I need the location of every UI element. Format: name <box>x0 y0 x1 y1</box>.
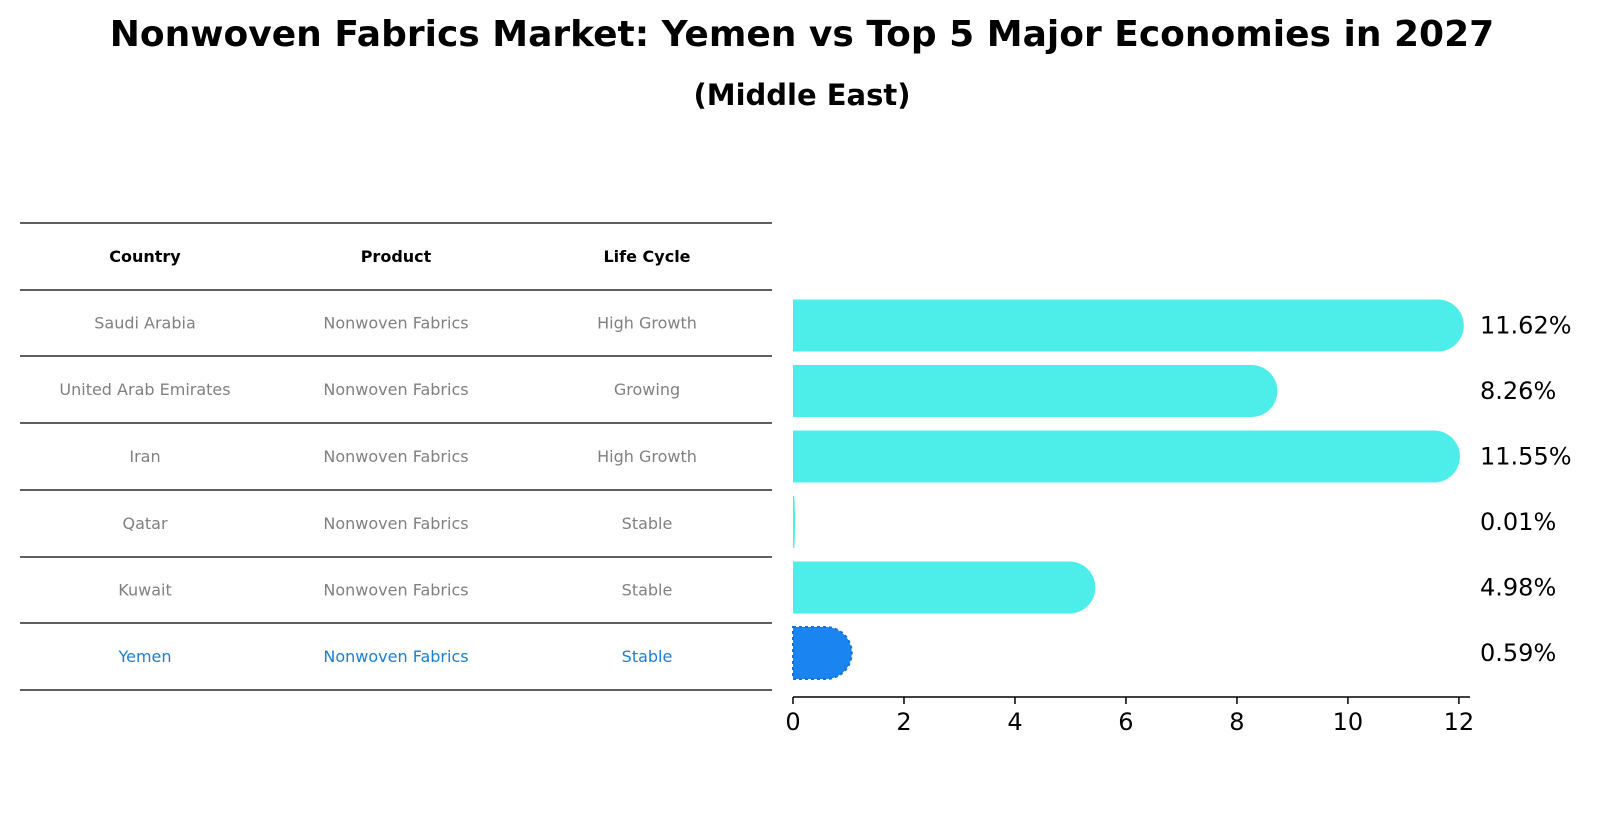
table-cell-r0-c2: High Growth <box>597 314 697 333</box>
bar-value-label-2: 11.55% <box>1480 443 1572 471</box>
table-cell-r5-c2: Stable <box>622 647 673 666</box>
table-cell-r2-c2: High Growth <box>597 447 697 466</box>
bar-value-label-5: 0.59% <box>1480 639 1556 667</box>
table-cell-r4-c0: Kuwait <box>118 581 171 600</box>
table-cell-r4-c1: Nonwoven Fabrics <box>323 581 468 600</box>
x-tick-label-2: 4 <box>1007 708 1022 736</box>
table-cell-r0-c1: Nonwoven Fabrics <box>323 314 468 333</box>
bar-united-arab-emirates <box>793 365 1278 417</box>
table-cell-r4-c2: Stable <box>622 581 673 600</box>
chart-subtitle: (Middle East) <box>693 78 911 112</box>
table-cell-r5-c1: Nonwoven Fabrics <box>323 647 468 666</box>
table-cell-r1-c2: Growing <box>614 380 680 399</box>
table-header-0: Country <box>109 247 181 266</box>
table-cell-r2-c0: Iran <box>129 447 160 466</box>
bar-value-label-0: 11.62% <box>1480 312 1572 340</box>
table-cell-r2-c1: Nonwoven Fabrics <box>323 447 468 466</box>
bar-value-label-4: 4.98% <box>1480 574 1556 602</box>
bar-yemen <box>792 626 853 680</box>
x-tick-label-4: 8 <box>1229 708 1244 736</box>
bar-iran <box>793 430 1460 483</box>
bar-value-label-3: 0.01% <box>1480 508 1556 536</box>
table-cell-r3-c1: Nonwoven Fabrics <box>323 514 468 533</box>
bar-kuwait <box>793 561 1096 614</box>
x-tick-label-1: 2 <box>896 708 911 736</box>
table-header-1: Product <box>361 247 432 266</box>
x-tick-label-5: 10 <box>1333 708 1364 736</box>
table-cell-r3-c0: Qatar <box>122 514 167 533</box>
table-cell-r5-c0: Yemen <box>117 647 171 666</box>
x-tick-label-3: 6 <box>1118 708 1133 736</box>
bar-value-label-1: 8.26% <box>1480 377 1556 405</box>
table-cell-r0-c0: Saudi Arabia <box>94 314 196 333</box>
table-cell-r1-c0: United Arab Emirates <box>59 380 230 399</box>
chart-title: Nonwoven Fabrics Market: Yemen vs Top 5 … <box>109 14 1495 55</box>
table-header-2: Life Cycle <box>603 247 690 266</box>
bar-qatar <box>793 496 795 548</box>
bar-saudi-arabia <box>793 299 1464 352</box>
table-cell-r3-c2: Stable <box>622 514 673 533</box>
table-cell-r1-c1: Nonwoven Fabrics <box>323 380 468 399</box>
x-tick-label-0: 0 <box>785 708 800 736</box>
x-tick-label-6: 12 <box>1444 708 1475 736</box>
